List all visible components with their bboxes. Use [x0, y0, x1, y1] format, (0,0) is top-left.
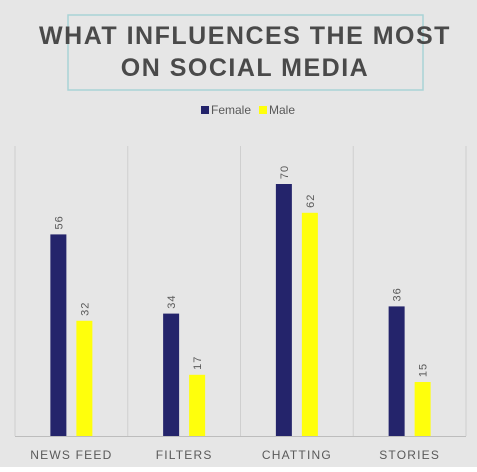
bar-male [76, 320, 93, 436]
category-label: FILTERS [156, 448, 213, 462]
data-label: 34 [166, 294, 178, 308]
legend-swatch [259, 106, 267, 114]
data-label: 32 [79, 302, 91, 316]
bar-male [414, 382, 431, 436]
data-label: 70 [279, 165, 291, 179]
bar-male [301, 212, 318, 436]
bar-female [50, 234, 67, 436]
data-label: 17 [192, 356, 204, 370]
category-label: NEWS FEED [30, 448, 112, 462]
legend-label: Female [211, 103, 251, 117]
bar-female [275, 184, 292, 436]
bar-female [163, 313, 180, 436]
category-label: STORIES [379, 448, 440, 462]
data-label: 36 [392, 287, 404, 301]
legend-label: Male [269, 103, 295, 117]
data-label: 15 [418, 363, 430, 377]
data-label: 62 [305, 194, 317, 208]
category-label: CHATTING [262, 448, 332, 462]
bar-male [189, 374, 206, 436]
legend-swatch [201, 106, 209, 114]
chart-title-line: ON SOCIAL MEDIA [121, 54, 369, 82]
chart-title-line: WHAT INFLUENCES THE MOST [39, 22, 451, 50]
data-label: 56 [53, 215, 65, 229]
title-box [67, 14, 424, 91]
bar-female [388, 306, 405, 436]
